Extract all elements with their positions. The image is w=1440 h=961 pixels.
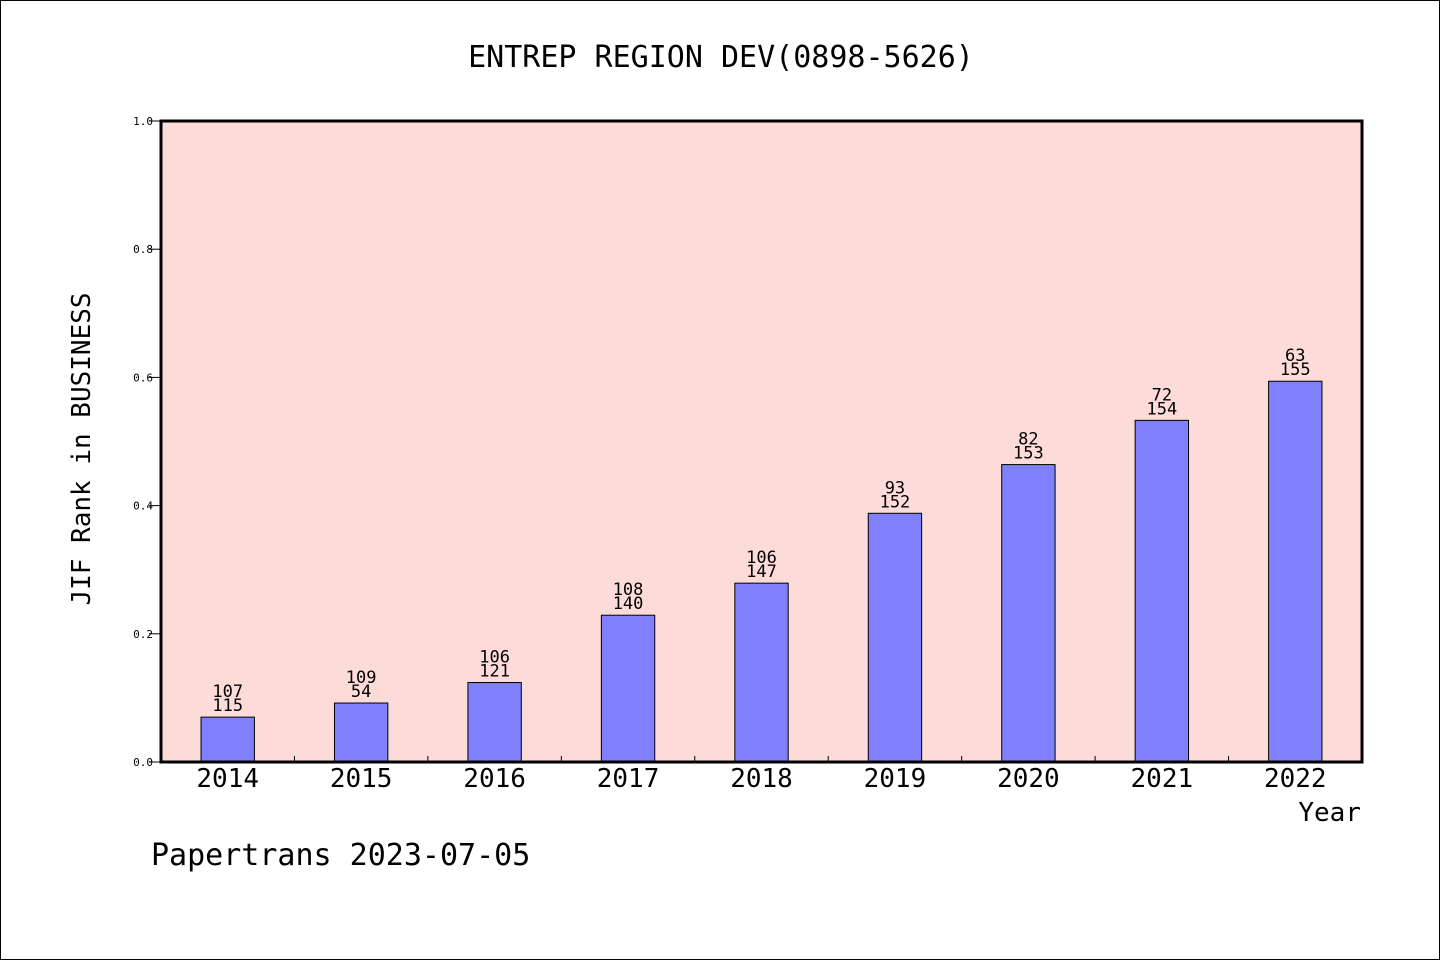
total-label-2014: 115 (212, 696, 243, 716)
x-tick-label-2017: 2017 (597, 764, 660, 794)
x-tick-label-2019: 2019 (864, 764, 927, 794)
footer-credit: Papertrans 2023-07-05 (151, 838, 530, 873)
x-tick-label-2018: 2018 (730, 764, 793, 794)
bar-2018 (734, 582, 789, 763)
rank-label-2014: 107 (212, 682, 243, 702)
rank-label-2019: 93 (885, 478, 905, 498)
x-axis-label: Year (1298, 798, 1361, 828)
total-label-2019: 152 (880, 492, 911, 512)
x-tick-label-2016: 2016 (463, 764, 526, 794)
y-tick-label-0.0: 0.0 (133, 756, 153, 769)
bar-2014 (200, 716, 255, 763)
chart-title: ENTREP REGION DEV(0898-5626) (468, 40, 974, 75)
y-tick-label-0.8: 0.8 (133, 243, 153, 256)
x-tick-label-2021: 2021 (1131, 764, 1194, 794)
y-tick-label-0.6: 0.6 (133, 371, 153, 384)
rank-label-2021: 72 (1152, 385, 1172, 405)
y-axis: 0.0 0.2 0.4 0.6 0.8 1.0 (133, 115, 161, 769)
rank-label-2020: 82 (1018, 430, 1038, 450)
total-label-2020: 153 (1013, 444, 1044, 464)
x-tick-label-2014: 2014 (196, 764, 259, 794)
bar-2020 (1001, 464, 1056, 763)
y-tick-label-1.0: 1.0 (133, 115, 153, 128)
y-axis-label: JIF Rank in BUSINESS (67, 292, 97, 605)
rank-label-2022: 63 (1285, 346, 1305, 366)
bar-2015 (333, 702, 389, 763)
bar-2016 (467, 682, 522, 763)
y-tick-label-0.2: 0.2 (133, 628, 153, 641)
x-axis: 2014 2015 2016 2017 2018 2019 2020 2021 2022 (196, 756, 1327, 794)
bar-2021 (1134, 419, 1190, 763)
bar-2019 (867, 512, 923, 763)
total-label-2017: 140 (613, 594, 644, 614)
total-label-2022: 155 (1280, 360, 1311, 380)
x-tick-label-2020: 2020 (997, 764, 1060, 794)
total-label-2018: 147 (746, 562, 777, 582)
x-tick-label-2022: 2022 (1264, 764, 1327, 794)
total-label-2015: 54 (351, 682, 371, 702)
data-labels-layer: 1071151095410612110814010614793152821537… (212, 346, 1310, 716)
bars-layer (200, 380, 1323, 763)
plot-frame (159, 119, 1364, 764)
bar-2022 (1268, 380, 1323, 763)
total-label-2021: 154 (1146, 399, 1177, 419)
rank-label-2018: 106 (746, 548, 777, 568)
bar-2017 (600, 614, 656, 763)
rank-label-2015: 109 (346, 668, 377, 688)
x-tick-label-2015: 2015 (330, 764, 393, 794)
total-label-2016: 121 (479, 662, 510, 682)
rank-label-2016: 106 (479, 648, 510, 668)
rank-label-2017: 108 (613, 580, 644, 600)
y-tick-label-0.4: 0.4 (133, 500, 153, 513)
